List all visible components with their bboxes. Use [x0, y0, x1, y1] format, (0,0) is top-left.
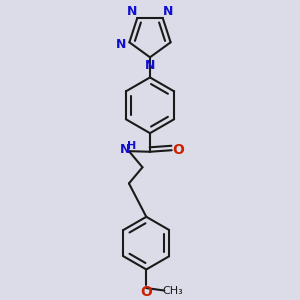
Text: CH₃: CH₃ — [163, 286, 183, 296]
Text: N: N — [145, 59, 155, 73]
Text: N: N — [163, 4, 173, 18]
Text: N: N — [116, 38, 126, 52]
Text: H: H — [128, 141, 137, 151]
Text: O: O — [172, 143, 184, 157]
Text: N: N — [127, 4, 137, 18]
Text: N: N — [120, 143, 130, 156]
Text: O: O — [140, 285, 152, 299]
